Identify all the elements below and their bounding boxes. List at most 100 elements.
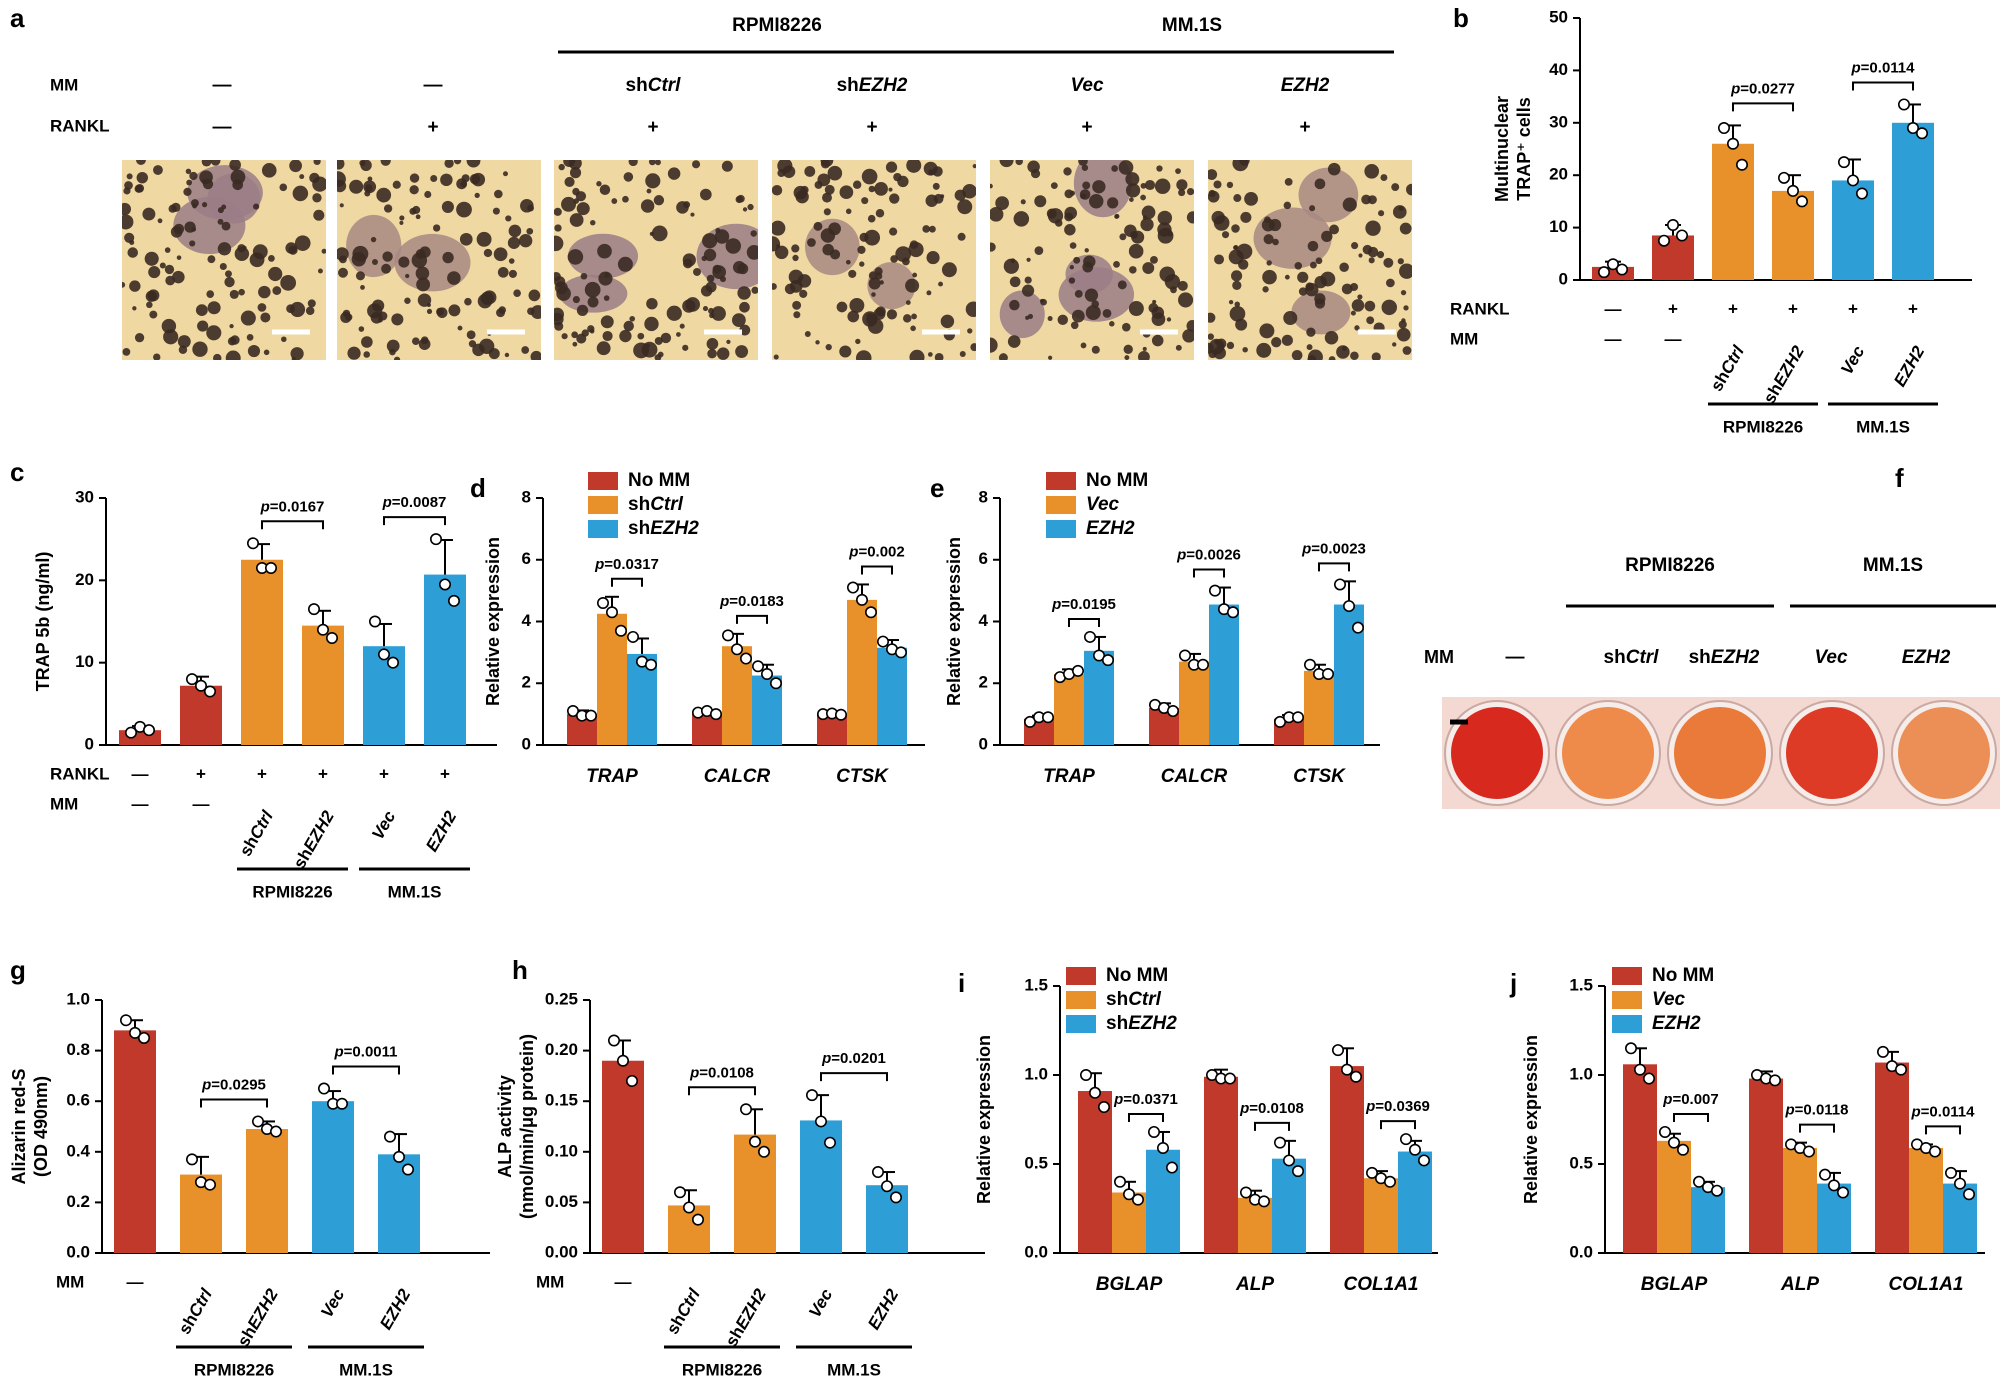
bar (1238, 1197, 1272, 1253)
cell-nucleus (879, 280, 884, 285)
cell-nucleus (1129, 197, 1134, 202)
row-label-mm: MM (56, 1272, 84, 1291)
data-point (386, 656, 399, 669)
cell-nucleus (1263, 234, 1274, 245)
legend-swatch (1612, 991, 1642, 1009)
cell-nucleus (855, 350, 872, 360)
cell-nucleus (219, 262, 227, 271)
cell-nucleus (1350, 351, 1359, 360)
cell-nucleus (925, 194, 938, 207)
cell-nucleus (995, 196, 1009, 211)
bar (180, 685, 222, 745)
cell-nucleus (1079, 189, 1091, 200)
cell-nucleus (706, 274, 715, 283)
column-mm-label: — (424, 75, 443, 96)
cell-nucleus (164, 264, 175, 275)
cell-nucleus (596, 341, 611, 356)
y-tick-label: 1.5 (1024, 975, 1048, 994)
cell-nucleus (611, 198, 618, 204)
data-point (1179, 649, 1192, 662)
cell-nucleus (1242, 346, 1248, 353)
cell-nucleus (861, 197, 869, 205)
cell-nucleus (852, 180, 862, 189)
cell-nucleus (201, 160, 212, 167)
data-point (616, 1054, 629, 1067)
data-point (1123, 1188, 1136, 1201)
cell-nucleus (409, 173, 420, 183)
bar (302, 625, 344, 745)
panel-letter: b (1453, 3, 1469, 33)
category-label: ALP (1780, 1274, 1819, 1295)
cell-nucleus (1240, 211, 1252, 223)
cell-nucleus (294, 235, 311, 251)
category-label: COL1A1 (1344, 1274, 1419, 1295)
cell-nucleus (289, 301, 306, 318)
cell-nucleus (990, 183, 993, 189)
legend-swatch (1066, 1015, 1096, 1033)
cell-nucleus (1259, 323, 1275, 339)
cell-nucleus (201, 202, 208, 208)
cell-nucleus (617, 256, 633, 272)
cell-nucleus (508, 269, 517, 278)
cell-nucleus (405, 273, 410, 279)
cell-nucleus (817, 173, 831, 187)
cell-nucleus (367, 176, 373, 182)
y-tick-label: 0.0 (66, 1242, 90, 1261)
cell-nucleus (338, 267, 348, 278)
cell-nucleus (1208, 333, 1214, 340)
cell-nucleus (124, 232, 135, 243)
cell-nucleus (185, 168, 192, 175)
cell-nucleus (286, 304, 295, 313)
cell-nucleus (628, 160, 638, 167)
column-mm-label: — (213, 75, 232, 96)
cell-nucleus (906, 160, 922, 173)
well-label: EZH2 (1902, 647, 1951, 668)
cell-nucleus (468, 340, 477, 348)
data-point (889, 1191, 902, 1204)
data-point (855, 593, 868, 606)
cell-nucleus (1214, 254, 1225, 265)
cell-nucleus (144, 251, 159, 266)
cell-nucleus (1320, 271, 1336, 287)
cell-nucleus (206, 325, 222, 341)
data-point (204, 1178, 217, 1191)
p-value-label: p=0.0118 (1785, 1102, 1849, 1119)
cell-nucleus (142, 207, 156, 221)
cell-nucleus (1235, 318, 1248, 331)
data-point (1240, 1186, 1253, 1199)
cell-nucleus (289, 160, 302, 173)
p-value-label: p=0.0295 (201, 1076, 266, 1093)
y-tick-label: 8 (979, 487, 988, 506)
cell-nucleus (692, 160, 701, 169)
cell-nucleus (1213, 346, 1226, 360)
cell-nucleus (1082, 181, 1091, 190)
group-label: RPMI8226 (732, 15, 822, 36)
data-point (1089, 1086, 1102, 1099)
cell-nucleus (496, 308, 506, 318)
micrograph-6 (1208, 160, 1412, 360)
cell-nucleus (667, 167, 681, 180)
cell-nucleus (504, 352, 510, 358)
cell-nucleus (1091, 345, 1100, 354)
column-rankl-label: + (1299, 117, 1310, 138)
osteoclast (346, 214, 402, 278)
y-tick-label: 0.2 (66, 1192, 90, 1211)
p-value-bracket: p=0.0087 (382, 494, 446, 526)
cell-nucleus (623, 320, 634, 332)
cell-nucleus (483, 248, 493, 258)
cell-nucleus (1140, 182, 1147, 189)
x-tick-label: + (318, 764, 328, 783)
bar (877, 647, 907, 745)
x-tick-label: Vec (1837, 342, 1869, 378)
cell-nucleus (136, 160, 146, 165)
data-point (1157, 1141, 1170, 1154)
cell-nucleus (342, 309, 351, 318)
cell-nucleus (554, 312, 564, 326)
cell-nucleus (464, 297, 472, 306)
bar (1657, 1140, 1691, 1253)
cell-nucleus (1284, 177, 1293, 186)
cell-nucleus (1208, 189, 1216, 198)
cell-nucleus (1315, 257, 1323, 265)
cell-nucleus (189, 240, 196, 247)
y-tick-label: 4 (522, 611, 532, 630)
